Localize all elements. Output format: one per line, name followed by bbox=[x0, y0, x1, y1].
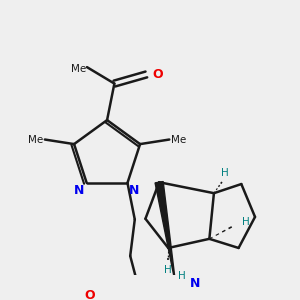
Text: Me: Me bbox=[171, 134, 186, 145]
Polygon shape bbox=[155, 182, 176, 286]
Text: H: H bbox=[178, 272, 185, 281]
Text: H: H bbox=[242, 218, 250, 227]
Text: N: N bbox=[74, 184, 85, 197]
Text: N: N bbox=[190, 277, 200, 290]
Text: H: H bbox=[221, 168, 229, 178]
Text: Me: Me bbox=[71, 64, 86, 74]
Text: N: N bbox=[129, 184, 139, 197]
Text: Me: Me bbox=[28, 134, 44, 145]
Text: O: O bbox=[84, 289, 95, 300]
Text: O: O bbox=[152, 68, 163, 81]
Text: H: H bbox=[164, 265, 172, 275]
